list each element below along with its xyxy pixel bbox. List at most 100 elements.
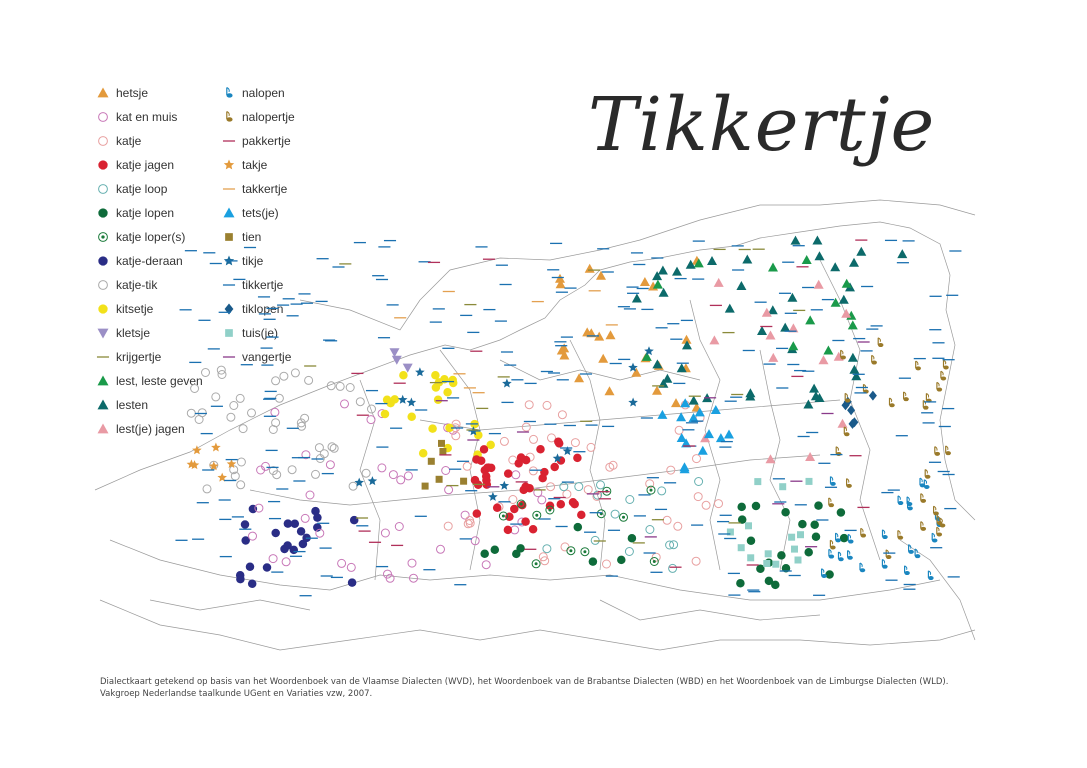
map-symbol-lestje-jagen [709, 335, 720, 345]
map-symbol-takje [186, 459, 197, 469]
map-symbol-katje-jagen [503, 525, 513, 535]
map-symbol-katje-lopen [798, 519, 807, 529]
map-symbol-lestje-jagen [788, 323, 799, 333]
map-symbol-tikje [628, 362, 638, 372]
map-symbol-lesten [847, 352, 858, 362]
legend-symbol-tetsje-icon [223, 207, 235, 218]
map-symbol-katje-tik [217, 370, 227, 379]
map-symbol-kitsetje [418, 448, 428, 458]
map-symbol-tikje [406, 397, 417, 407]
legend-label: katje-deraan [116, 254, 183, 268]
map-symbol-katje-jagen [479, 445, 489, 454]
map-symbol-katje-jagen [521, 517, 530, 526]
map-symbol-kitsetje [474, 430, 483, 440]
map-symbol-lesten [780, 322, 791, 332]
map-symbol-katje-deraan [271, 528, 280, 538]
map-symbol-katje-lopers [532, 510, 542, 520]
map-symbol-katje [451, 431, 461, 441]
map-symbol-tuisje [763, 560, 771, 567]
map-symbol-katje-lopen [490, 545, 500, 554]
legend-symbol-krijgertje-icon [96, 356, 110, 358]
map-symbol-tetsje [676, 433, 687, 442]
map-symbol-nalopertje [936, 526, 943, 537]
map-symbol-katje-tik [327, 442, 337, 452]
map-symbol-nalopen [834, 532, 841, 543]
map-symbol-katje [465, 516, 475, 525]
map-symbol-katje-deraan [241, 536, 250, 545]
map-symbol-katje-loop [668, 563, 678, 573]
legend-label: hetsje [116, 86, 149, 100]
map-symbol-tuisje [779, 483, 787, 491]
map-symbol-nalopertje [877, 337, 884, 348]
map-symbol-katje-deraan [262, 563, 272, 572]
map-symbol-katje-loop [542, 544, 552, 554]
map-symbol-lest [788, 341, 799, 351]
legend-label: lest, leste geven [116, 374, 203, 388]
map-symbol-katje-deraan [240, 520, 250, 529]
legend-symbol-pakkertje-icon [222, 140, 236, 142]
map-symbol-katje-tik [345, 383, 355, 392]
legend-symbol-kitsetje-icon [98, 304, 108, 314]
map-symbol-lestje-jagen [813, 279, 824, 289]
map-symbol-katje [546, 482, 556, 492]
map-symbol-kitsetje [486, 440, 495, 450]
map-symbol-lesten [767, 305, 778, 315]
map-symbol-katje-tik [300, 413, 310, 423]
map-symbol-hetsje [631, 367, 642, 377]
map-symbol-kitsetje [407, 412, 416, 422]
map-symbol-nalopertje [844, 392, 851, 403]
map-symbol-lesten [682, 340, 692, 350]
map-symbol-lestje-jagen [765, 330, 776, 340]
map-symbol-katje [701, 500, 711, 510]
map-symbol-lest [801, 255, 812, 264]
map-symbol-tikje [502, 378, 512, 388]
map-symbol-hetsje [559, 350, 570, 360]
map-symbol-hetsje [574, 373, 585, 383]
map-symbol-katje-lopers [596, 509, 606, 519]
map-symbol-katje-deraan [236, 574, 245, 584]
legend-item-vangertje: vangertje [222, 345, 295, 369]
map-symbol-katje-jagen [528, 525, 538, 534]
map-symbol-nalopertje [860, 527, 867, 538]
map-symbol-katje-tik [247, 408, 256, 418]
legend-label: katje-tik [116, 278, 158, 292]
map-symbol-katje-deraan [247, 579, 257, 589]
map-symbol-katje-lopers [649, 557, 659, 566]
map-title: Tikkertje [588, 82, 936, 168]
map-symbol-katje-loop [610, 509, 620, 519]
map-symbol-nalopertje [945, 445, 951, 456]
map-symbol-tikje [644, 346, 654, 356]
map-symbol-katje-jagen [482, 476, 491, 485]
map-symbol-tuisje [764, 550, 772, 558]
map-symbol-tikje [415, 367, 425, 377]
map-symbol-kat-en-muis [407, 558, 417, 568]
map-symbol-kat-en-muis [385, 573, 395, 583]
map-symbol-katje-lopen [746, 536, 756, 546]
legend-symbol-nalopen-icon [226, 87, 233, 98]
map-symbol-kat-en-muis [403, 471, 413, 481]
map-symbol-nalopertje [871, 354, 877, 365]
map-symbol-katje-jagen [577, 510, 586, 520]
map-symbol-katje [528, 466, 538, 476]
map-symbol-tetsje [680, 398, 691, 408]
map-symbol-kat-en-muis [300, 513, 310, 523]
map-symbol-kat-en-muis [436, 544, 445, 554]
map-symbol-katje [560, 542, 570, 552]
legend-symbol-takkertje-icon [222, 188, 236, 190]
map-symbol-katje-lopen [811, 532, 821, 541]
map-symbol-lesten [830, 262, 841, 272]
map-symbol-kat-en-muis [409, 573, 418, 583]
map-symbol-katje-lopen [777, 551, 786, 560]
map-symbol-nalopertje [828, 497, 835, 508]
map-symbol-katje-lopen [736, 579, 745, 588]
map-symbol-tikje [499, 480, 510, 490]
map-symbol-lestje-jagen [765, 454, 776, 464]
legend-item-katje-tik: katje-tik [96, 273, 203, 297]
map-caption: Dialectkaart getekend op basis van het W… [100, 676, 1000, 700]
map-symbol-lestje-jagen [841, 308, 852, 318]
map-symbol-katje-tik [304, 375, 314, 385]
map-symbol-takje [211, 442, 221, 452]
map-symbol-tuisje [797, 531, 804, 539]
map-symbol-kat-en-muis [340, 399, 349, 409]
